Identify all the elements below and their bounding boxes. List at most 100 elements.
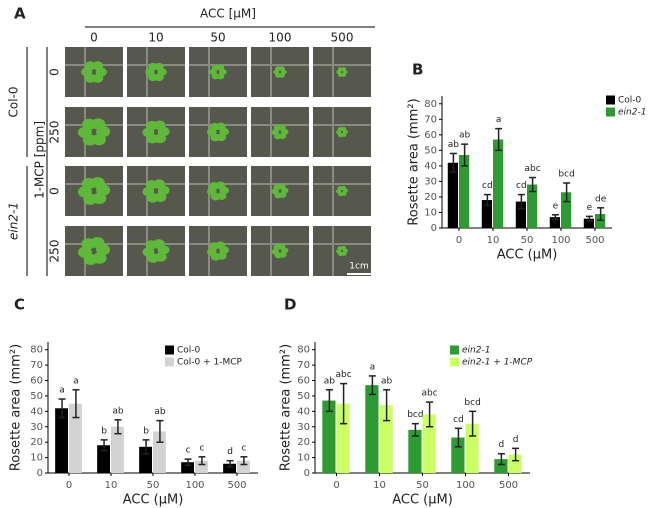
bar [336, 403, 350, 473]
leaf [219, 246, 229, 254]
y-tick-label: 60 [297, 376, 310, 387]
leaf [342, 129, 348, 134]
leaf [154, 62, 164, 71]
leaf [281, 247, 289, 254]
y-tick-label: 70 [297, 360, 310, 371]
legend-swatch [165, 357, 174, 367]
leaf [96, 125, 111, 138]
significance-letter: ab [459, 131, 471, 141]
column-label: 50 [210, 31, 225, 45]
photo [251, 226, 309, 276]
x-tick-label: 100 [456, 480, 475, 491]
bar [508, 454, 522, 473]
photo [251, 107, 309, 157]
leaf [96, 244, 111, 256]
x-tick-label: 10 [105, 480, 118, 491]
significance-letter: d [227, 447, 233, 457]
legend-label: ein2-1 [462, 346, 490, 356]
significance-letter: cd [516, 181, 527, 191]
leaf [219, 127, 230, 136]
legend-label: Col-0 [618, 96, 642, 106]
y-tick-label: 10 [30, 453, 43, 464]
y-tick-label: 60 [424, 130, 437, 141]
photo-grid [65, 47, 371, 276]
significance-letter: e [587, 203, 593, 213]
bar [195, 460, 208, 473]
y-tick-label: 0 [304, 468, 310, 479]
significance-letter: bcd [464, 398, 480, 408]
leaf [83, 253, 98, 266]
legend-label: Col-0 [177, 346, 201, 356]
y-axis-title: Rosette area (mm²) [407, 98, 422, 225]
y-tick-label: 40 [30, 406, 43, 417]
row-title: 1-MCP [ppm] [33, 121, 47, 199]
leaf [341, 67, 347, 72]
significance-letter: abc [422, 389, 438, 399]
x-tick-label: 500 [227, 480, 246, 491]
bar [322, 400, 336, 473]
bar [223, 463, 236, 473]
panel-label: C [14, 296, 25, 314]
x-axis-title: ACC (µM) [392, 493, 453, 508]
bar [447, 162, 458, 228]
leaf [216, 192, 227, 200]
photo [251, 47, 309, 97]
y-tick-label: 30 [30, 422, 43, 433]
panel-label: B [412, 61, 423, 79]
bar [69, 403, 82, 473]
y-tick-label: 0 [37, 468, 43, 479]
significance-letter: a [496, 115, 502, 125]
significance-letter: a [370, 362, 376, 372]
y-tick-label: 70 [424, 114, 437, 125]
photo [127, 166, 185, 216]
x-tick-label: 500 [585, 235, 604, 246]
y-tick-label: 50 [297, 391, 310, 402]
row-label: 0 [48, 68, 62, 76]
bar [595, 214, 606, 228]
leaf [274, 252, 282, 259]
bar [181, 462, 194, 473]
x-tick-label: 50 [521, 235, 534, 246]
bar [527, 184, 538, 228]
significance-letter: ab [154, 407, 166, 417]
legend-swatch [606, 95, 615, 105]
x-tick-label: 10 [487, 235, 500, 246]
significance-letter: bcd [558, 169, 574, 179]
photo [189, 107, 247, 157]
bar [583, 218, 594, 228]
significance-letter: ab [112, 406, 124, 416]
y-tick-label: 60 [30, 376, 43, 387]
y-tick-label: 0 [431, 223, 437, 234]
photo [251, 166, 309, 216]
bar [422, 414, 436, 473]
x-tick-label: 50 [416, 480, 429, 491]
y-tick-label: 80 [297, 345, 310, 356]
y-tick-label: 50 [30, 391, 43, 402]
photo [189, 166, 247, 216]
x-tick-label: 100 [185, 480, 204, 491]
photo [65, 107, 123, 157]
legend-swatch [450, 357, 459, 367]
group-label: Col-0 [7, 86, 21, 117]
significance-letter: a [59, 386, 65, 396]
leaf [154, 192, 167, 202]
bar [549, 217, 560, 228]
y-tick-label: 80 [424, 99, 437, 110]
y-tick-label: 30 [297, 422, 310, 433]
y-tick-label: 80 [30, 345, 43, 356]
photo [65, 47, 123, 97]
column-label: 10 [148, 31, 163, 45]
leaf [210, 252, 221, 261]
leaf [278, 66, 285, 72]
x-axis-title: ACC (µM) [123, 493, 184, 508]
panel-label: D [284, 296, 296, 314]
x-tick-label: 0 [456, 235, 462, 246]
x-tick-label: 10 [373, 480, 386, 491]
significance-letter: e [553, 201, 559, 211]
x-tick-label: 0 [66, 480, 72, 491]
significance-letter: de [595, 194, 607, 204]
legend-swatch [450, 345, 459, 355]
row-label: 0 [48, 187, 62, 195]
photo [127, 107, 185, 157]
significance-letter: cd [482, 181, 493, 191]
